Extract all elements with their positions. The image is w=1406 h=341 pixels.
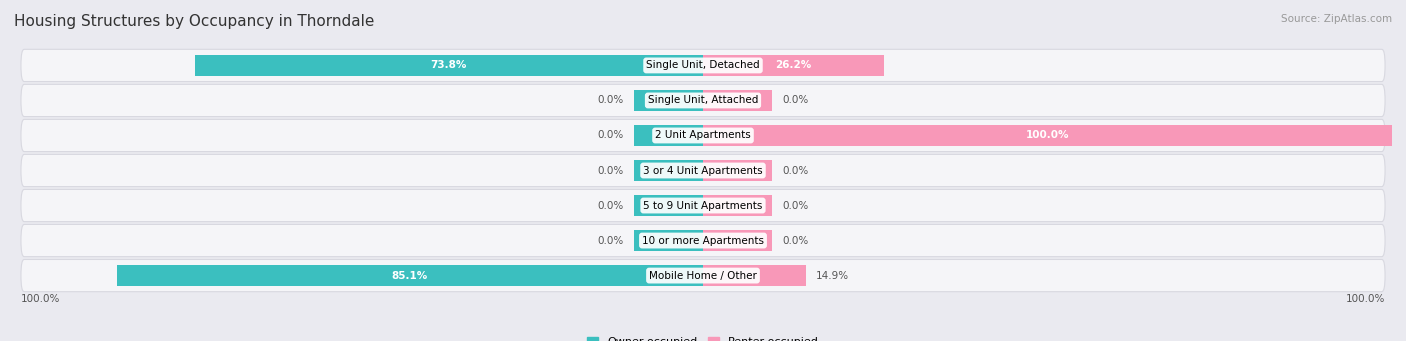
Text: 85.1%: 85.1% [392, 270, 427, 281]
Bar [634, 160, 703, 181]
FancyBboxPatch shape [21, 84, 1385, 117]
Text: Source: ZipAtlas.com: Source: ZipAtlas.com [1281, 14, 1392, 24]
FancyBboxPatch shape [21, 260, 1385, 292]
Text: 0.0%: 0.0% [598, 201, 624, 210]
Bar [703, 195, 772, 217]
Text: Housing Structures by Occupancy in Thorndale: Housing Structures by Occupancy in Thorn… [14, 14, 374, 29]
Text: 100.0%: 100.0% [1026, 131, 1069, 140]
Bar [703, 55, 883, 76]
Bar [117, 265, 703, 286]
Bar [703, 124, 1392, 146]
Text: 5 to 9 Unit Apartments: 5 to 9 Unit Apartments [644, 201, 762, 210]
Legend: Owner-occupied, Renter-occupied: Owner-occupied, Renter-occupied [582, 332, 824, 341]
FancyBboxPatch shape [21, 154, 1385, 187]
FancyBboxPatch shape [21, 224, 1385, 257]
FancyBboxPatch shape [21, 189, 1385, 222]
Text: Mobile Home / Other: Mobile Home / Other [650, 270, 756, 281]
Text: 0.0%: 0.0% [782, 201, 808, 210]
Text: 14.9%: 14.9% [815, 270, 849, 281]
Text: Single Unit, Attached: Single Unit, Attached [648, 95, 758, 105]
Text: 0.0%: 0.0% [598, 131, 624, 140]
Text: 0.0%: 0.0% [782, 236, 808, 246]
Bar [634, 124, 703, 146]
FancyBboxPatch shape [21, 119, 1385, 152]
Text: 26.2%: 26.2% [775, 60, 811, 71]
Text: Single Unit, Detached: Single Unit, Detached [647, 60, 759, 71]
Text: 73.8%: 73.8% [430, 60, 467, 71]
Text: 100.0%: 100.0% [1346, 294, 1385, 305]
Bar [703, 90, 772, 111]
Text: 10 or more Apartments: 10 or more Apartments [643, 236, 763, 246]
Text: 0.0%: 0.0% [598, 236, 624, 246]
FancyBboxPatch shape [21, 49, 1385, 81]
Text: 100.0%: 100.0% [21, 294, 60, 305]
Bar [703, 160, 772, 181]
Text: 0.0%: 0.0% [782, 95, 808, 105]
Bar [703, 230, 772, 251]
Text: 0.0%: 0.0% [598, 165, 624, 176]
Text: 3 or 4 Unit Apartments: 3 or 4 Unit Apartments [643, 165, 763, 176]
Text: 0.0%: 0.0% [782, 165, 808, 176]
Bar [634, 230, 703, 251]
Text: 0.0%: 0.0% [598, 95, 624, 105]
Bar [634, 195, 703, 217]
Text: 2 Unit Apartments: 2 Unit Apartments [655, 131, 751, 140]
Bar [634, 90, 703, 111]
Bar [194, 55, 703, 76]
Bar [703, 265, 806, 286]
